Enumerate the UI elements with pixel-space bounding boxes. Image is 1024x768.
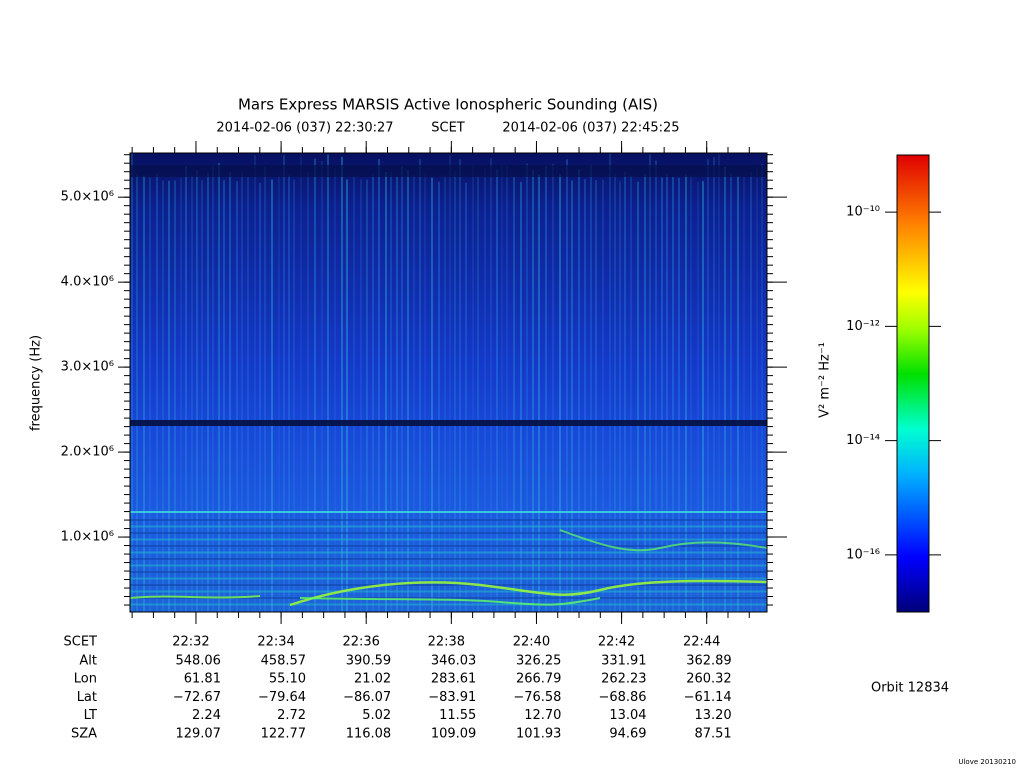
x-tick-label: 22:38 (428, 635, 465, 650)
spectrogram (130, 153, 767, 612)
ephemeris-value: 116.08 (346, 726, 392, 741)
version-label: Ulove 20130210 (958, 758, 1016, 766)
ephemeris-value: 2.72 (277, 708, 306, 723)
x-tick-label: 22:42 (598, 635, 635, 650)
ephemeris-value: 331.91 (601, 654, 647, 669)
y-tick-label: 3.0×10⁶ (61, 360, 114, 375)
ephemeris-value: −86.07 (343, 690, 391, 705)
colorbar-tick-label: 10⁻¹⁰ (846, 205, 880, 220)
subtitle-end: 2014-02-06 (037) 22:45:25 (502, 121, 679, 136)
y-tick-label: 2.0×10⁶ (61, 445, 114, 460)
ephemeris-value: −68.86 (598, 690, 646, 705)
spectrogram-background (130, 153, 767, 612)
y-tick-label: 1.0×10⁶ (61, 530, 114, 545)
colorbar-label: V² m⁻² Hz⁻¹ (818, 342, 833, 418)
x-tick-label: 22:36 (342, 635, 379, 650)
ephemeris-value: 5.02 (362, 708, 391, 723)
ephemeris-label: LT (84, 708, 97, 723)
ephemeris-value: −72.67 (173, 690, 221, 705)
ephemeris-label: Alt (79, 654, 97, 669)
ephemeris-value: 109.09 (431, 726, 477, 741)
ephemeris-value: 262.23 (601, 672, 647, 687)
texture-trace (559, 529, 767, 552)
texture-trace (299, 597, 601, 606)
ephemeris-label: SCET (64, 635, 98, 650)
ephemeris-value: 283.61 (431, 672, 477, 687)
ephemeris-value: 2.24 (192, 708, 221, 723)
colorbar-tick-label: 10⁻¹⁶ (846, 547, 880, 562)
y-tick-label: 4.0×10⁶ (61, 275, 114, 290)
x-tick-label: 22:40 (513, 635, 550, 650)
subtitle-start: 2014-02-06 (037) 22:30:27 (216, 121, 393, 136)
x-tick-label: 22:44 (683, 635, 720, 650)
ephemeris-value: 87.51 (694, 726, 731, 741)
chart-title: Mars Express MARSIS Active Ionospheric S… (238, 96, 658, 114)
colorbar-tick-label: 10⁻¹⁴ (846, 433, 880, 448)
ephemeris-value: 11.55 (439, 708, 476, 723)
texture-band (130, 165, 767, 177)
x-tick-label: 22:32 (172, 635, 209, 650)
texture-trace (130, 595, 261, 599)
ephemeris-value: 122.77 (261, 726, 307, 741)
ephemeris-value: 94.69 (609, 726, 646, 741)
ephemeris-value: 13.04 (609, 708, 646, 723)
ephemeris-value: 362.89 (686, 654, 732, 669)
y-tick-label: 5.0×10⁶ (61, 190, 114, 205)
colorbar (896, 154, 930, 613)
ephemeris-value: 390.59 (346, 654, 392, 669)
ephemeris-value: 129.07 (175, 726, 221, 741)
texture-trace (289, 579, 767, 607)
ephemeris-value: 101.93 (516, 726, 562, 741)
ephemeris-value: −61.14 (684, 690, 732, 705)
ephemeris-value: 12.70 (524, 708, 561, 723)
ephemeris-value: 21.02 (354, 672, 391, 687)
x-tick-label: 22:34 (257, 635, 294, 650)
ephemeris-value: 548.06 (175, 654, 221, 669)
ephemeris-label: Lon (74, 672, 97, 687)
texture-band (130, 420, 767, 426)
ephemeris-value: −76.58 (513, 690, 561, 705)
colorbar-tick-label: 10⁻¹² (846, 319, 880, 334)
y-axis-label: frequency (Hz) (29, 335, 44, 431)
plot-frame (129, 152, 768, 613)
subtitle-frame: SCET (431, 121, 465, 136)
ephemeris-value: −79.64 (258, 690, 306, 705)
ephemeris-value: 458.57 (261, 654, 307, 669)
ephemeris-value: 326.25 (516, 654, 562, 669)
ephemeris-value: 61.81 (184, 672, 221, 687)
ephemeris-value: 13.20 (694, 708, 731, 723)
ephemeris-label: SZA (71, 726, 97, 741)
ephemeris-value: 346.03 (431, 654, 477, 669)
orbit-label: Orbit 12834 (871, 681, 949, 696)
ephemeris-value: 55.10 (269, 672, 306, 687)
ephemeris-label: Lat (77, 690, 97, 705)
ephemeris-value: 266.79 (516, 672, 562, 687)
ephemeris-value: −83.91 (428, 690, 476, 705)
ephemeris-value: 260.32 (686, 672, 732, 687)
